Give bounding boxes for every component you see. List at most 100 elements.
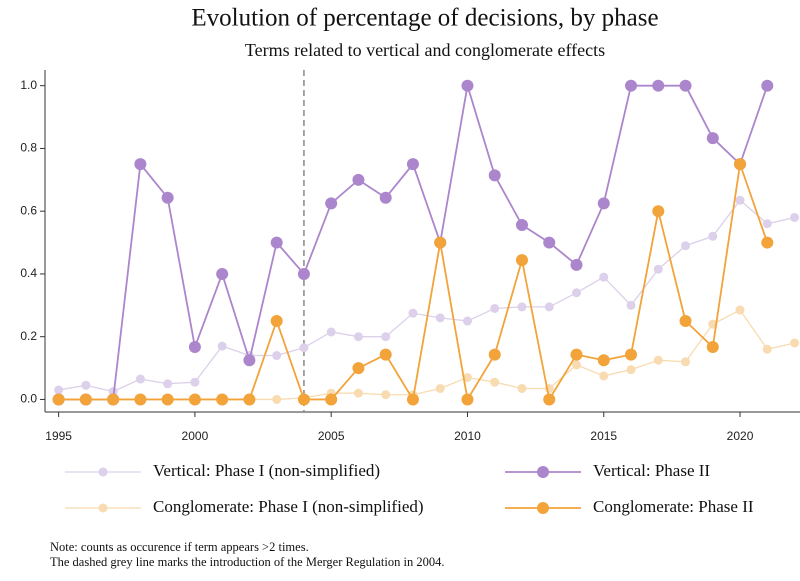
y-tick-label: 0.0: [20, 392, 37, 406]
point: [325, 393, 338, 406]
point: [570, 348, 583, 361]
point: [790, 212, 800, 222]
legend-label: Conglomerate: Phase II: [593, 497, 754, 516]
point: [297, 393, 310, 406]
point: [597, 354, 610, 367]
point: [406, 393, 419, 406]
x-tick-label: 2020: [727, 429, 754, 443]
point: [681, 241, 691, 251]
point: [706, 132, 719, 145]
point: [52, 393, 65, 406]
point: [325, 197, 338, 210]
point: [488, 348, 501, 361]
point: [379, 191, 392, 204]
legend-label: Conglomerate: Phase I (non-simplified): [153, 497, 424, 516]
point: [270, 236, 283, 249]
x-tick-label: 2015: [590, 429, 617, 443]
point: [762, 344, 772, 354]
point: [515, 218, 528, 231]
point: [272, 394, 282, 404]
point: [217, 341, 227, 351]
point: [706, 341, 719, 354]
point: [625, 79, 638, 92]
point: [708, 231, 718, 241]
point: [134, 158, 147, 171]
point: [461, 79, 474, 92]
point: [163, 379, 173, 389]
point: [626, 365, 636, 375]
point: [188, 341, 201, 354]
note: Note: counts as occurence if term appear…: [50, 540, 309, 554]
x-tick-label: 2010: [454, 429, 481, 443]
point: [135, 374, 145, 384]
point: [161, 191, 174, 204]
point: [490, 377, 500, 387]
chart-title: Evolution of percentage of decisions, by…: [191, 5, 658, 32]
legend-marker: [537, 502, 549, 514]
point: [544, 302, 554, 312]
point: [352, 362, 365, 375]
point: [653, 355, 663, 365]
point: [434, 236, 447, 249]
point: [299, 343, 309, 353]
point: [515, 254, 528, 267]
point: [326, 327, 336, 337]
point: [297, 267, 310, 280]
y-tick-label: 1.0: [20, 78, 37, 92]
point: [652, 79, 665, 92]
y-tick-label: 0.6: [20, 203, 37, 217]
point: [462, 316, 472, 326]
point: [243, 354, 256, 367]
point: [435, 383, 445, 393]
point: [216, 393, 229, 406]
note: The dashed grey line marks the introduct…: [50, 555, 444, 569]
point: [735, 195, 745, 205]
point: [626, 300, 636, 310]
y-tick-label: 0.4: [20, 266, 37, 280]
point: [134, 393, 147, 406]
point: [79, 393, 92, 406]
point: [543, 393, 556, 406]
point: [761, 236, 774, 249]
point: [735, 305, 745, 315]
point: [190, 377, 200, 387]
x-tick-label: 2000: [182, 429, 209, 443]
point: [599, 272, 609, 282]
point: [461, 393, 474, 406]
point: [408, 308, 418, 318]
point: [597, 197, 610, 210]
y-tick-label: 0.8: [20, 141, 37, 155]
point: [406, 158, 419, 171]
point: [161, 393, 174, 406]
legend-marker: [537, 466, 549, 478]
point: [490, 303, 500, 313]
legend-label: Vertical: Phase II: [593, 461, 710, 480]
point: [679, 79, 692, 92]
point: [108, 387, 118, 397]
point: [543, 236, 556, 249]
point: [517, 383, 527, 393]
point: [570, 258, 583, 271]
x-tick-label: 1995: [45, 429, 72, 443]
point: [188, 393, 201, 406]
point: [272, 351, 282, 361]
point: [571, 288, 581, 298]
point: [107, 393, 120, 406]
point: [517, 302, 527, 312]
point: [462, 372, 472, 382]
y-tick-label: 0.2: [20, 329, 37, 343]
legend-marker: [98, 467, 108, 477]
point: [681, 357, 691, 367]
point: [652, 205, 665, 218]
point: [352, 173, 365, 186]
point: [270, 315, 283, 328]
point: [379, 348, 392, 361]
point: [679, 315, 692, 328]
point: [381, 390, 391, 400]
x-tick-label: 2005: [318, 429, 345, 443]
point: [790, 338, 800, 348]
point: [81, 380, 91, 390]
legend-marker: [98, 503, 108, 513]
series-line: [58, 84, 769, 401]
